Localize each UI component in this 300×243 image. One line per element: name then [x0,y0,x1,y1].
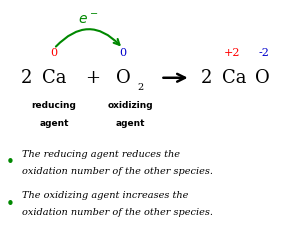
Text: 2: 2 [137,83,143,92]
Text: agent: agent [116,119,145,128]
Text: -2: -2 [259,48,269,59]
Text: $\mathit{e}^-$: $\mathit{e}^-$ [78,12,99,26]
Text: oxidizing: oxidizing [108,101,153,110]
Text: +: + [85,69,100,87]
Text: +2: +2 [224,48,241,59]
Text: 0: 0 [50,48,58,59]
Text: agent: agent [39,119,69,128]
Text: The oxidizing agent increases the: The oxidizing agent increases the [22,191,189,200]
Text: oxidation number of the other species.: oxidation number of the other species. [22,208,214,217]
Text: oxidation number of the other species.: oxidation number of the other species. [22,167,214,176]
Text: The reducing agent reduces the: The reducing agent reduces the [22,150,181,159]
Text: 2: 2 [201,69,213,87]
Text: Ca: Ca [222,69,246,87]
Text: O: O [116,69,130,87]
Text: 2: 2 [21,69,33,87]
Text: reducing: reducing [32,101,76,110]
Text: •: • [6,197,15,212]
Text: Ca: Ca [42,69,66,87]
Text: 0: 0 [119,48,127,59]
Text: O: O [255,69,270,87]
Text: •: • [6,155,15,170]
